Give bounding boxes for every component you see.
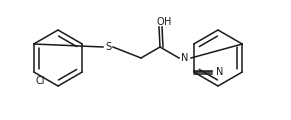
Text: N: N (181, 53, 189, 63)
Text: Cl: Cl (36, 76, 45, 86)
Text: H: H (164, 17, 172, 27)
Text: N: N (216, 67, 223, 77)
Text: O: O (156, 17, 164, 27)
Text: S: S (105, 42, 111, 52)
